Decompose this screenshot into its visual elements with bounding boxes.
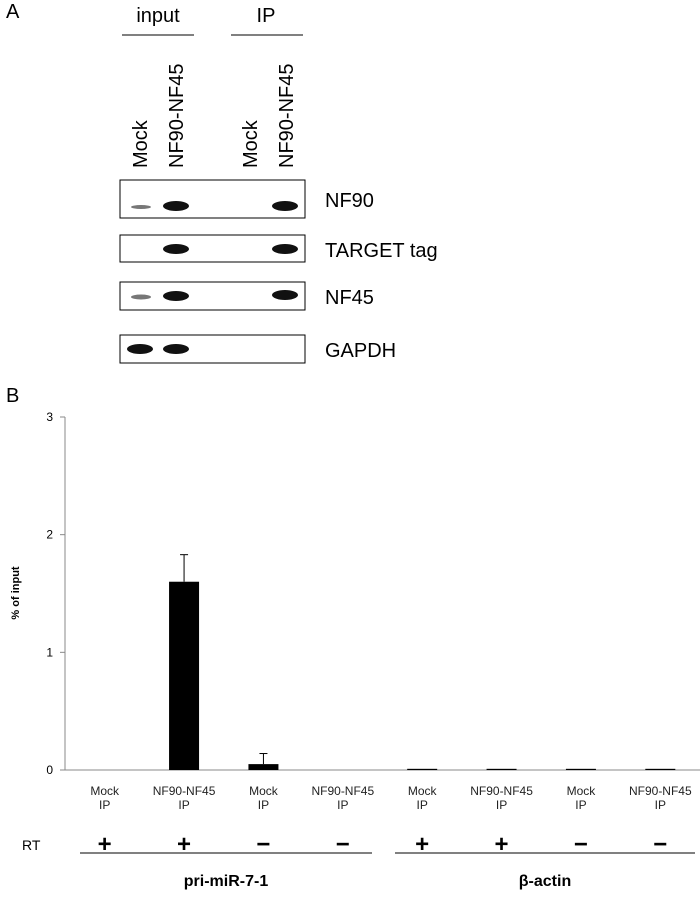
rt-sign: + [177,831,191,858]
bar [565,768,596,770]
y-tick-label: 2 [46,528,53,542]
rt-sign: − [336,831,350,858]
band [131,205,151,209]
x-tick-label: NF90-NF45 IP [470,784,533,812]
bar [645,768,676,770]
panel-label: B [6,385,19,407]
blot-box [119,179,306,219]
band [163,244,189,254]
rt-sign: + [98,831,112,858]
blot-row-label: NF90 [325,190,374,212]
rt-sign: + [415,831,429,858]
band [127,344,153,354]
band [272,201,298,211]
x-tick-label: Mock IP [249,784,278,812]
x-tick-label: Mock IP [90,784,120,812]
y-tick-label: 0 [46,763,53,777]
blot-header: IP [257,5,276,27]
band [163,291,189,301]
bar [248,764,279,770]
rt-sign: − [256,831,270,858]
x-tick-label: NF90-NF45 IP [152,784,216,812]
band [163,201,189,211]
blot-row-label: GAPDH [325,340,396,362]
bar [486,768,517,770]
rt-sign: − [574,831,588,858]
band [272,244,298,254]
bar [407,768,438,770]
x-tick-label: NF90-NF45 IP [311,784,375,812]
rt-label: RT [22,837,41,853]
band [131,294,151,300]
bar [169,581,200,770]
lane-label: Mock [240,119,262,168]
group-label: β-actin [519,873,571,890]
band [163,344,189,354]
rt-sign: − [653,831,667,858]
x-tick-label: NF90-NF45 IP [628,784,692,812]
blot-row-label: NF45 [325,287,374,309]
y-tick-label: 1 [46,645,53,659]
rt-sign: + [495,831,509,858]
blot-row-label: TARGET tag [325,240,438,262]
y-axis-label: % of input [10,566,22,619]
y-tick-label: 3 [46,410,53,424]
lane-label: Mock [130,119,152,168]
lane-label: NF90-NF45 [276,64,298,168]
x-tick-label: Mock IP [566,784,596,812]
band [272,290,298,300]
lane-label: NF90-NF45 [166,64,188,168]
blot-header: input [136,5,180,27]
group-label: pri-miR-7-1 [184,873,269,890]
x-tick-label: Mock IP [407,784,437,812]
panel-label: A [6,1,20,23]
